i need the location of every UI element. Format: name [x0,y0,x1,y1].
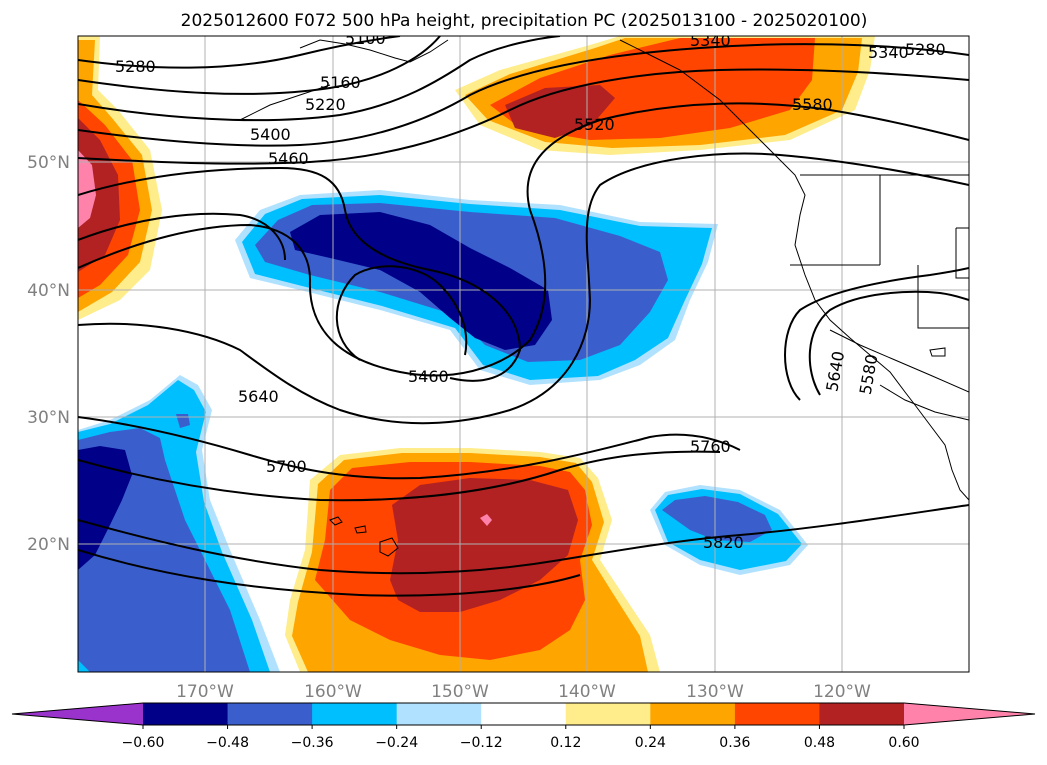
contour-label: 5580 [792,95,833,114]
colorbar-segment [312,703,398,725]
contour-label: 5280 [905,40,946,59]
lon-tick-label: 150°W [431,682,489,702]
colorbar-segment [481,703,567,725]
precip-neg-sw [78,446,132,570]
colorbar-tick-label: 0.36 [719,735,750,751]
colorbar: −0.60 −0.48 −0.36 −0.24 −0.12 0.12 0.24 0.36 0.4… [11,702,1036,751]
contour-label: 5220 [305,95,346,114]
lat-tick-label: 40°N [27,281,70,301]
contour-label: 5100 [345,29,386,48]
colorbar-tick-label: 0.24 [635,735,666,751]
colorbar-tick-label: −0.60 [122,735,165,751]
colorbar-segment [734,703,820,725]
lat-tick-label: 30°N [27,408,70,428]
lat-tick-label: 50°N [27,153,70,173]
lon-tick-label: 160°W [304,682,362,702]
contour-label: 5700 [266,457,307,476]
colorbar-tick-label: −0.24 [375,735,418,751]
coastlines [239,39,969,557]
colorbar-tick-label: 0.48 [804,735,835,751]
colorbar-segment [227,703,313,725]
contour-label: 5340 [868,43,909,62]
lat-tick-label: 20°N [27,535,70,555]
contour-label: 5460 [268,149,309,168]
contour-label: 5460 [408,367,449,386]
precip-neg-east [662,496,772,542]
precip-pos-left [78,150,96,228]
colorbar-segment [396,703,482,725]
contour-label: 5160 [320,73,361,92]
colorbar-tick-label: −0.12 [460,735,503,751]
colorbar-extend-low [12,703,143,725]
precip-pos-hawaii [390,478,578,612]
precip-pos-hawaii [480,514,492,526]
lon-tick-label: 120°W [813,682,871,702]
colorbar-tick-label: −0.36 [291,735,334,751]
lon-tick-label: 170°W [176,682,234,702]
colorbar-segment [565,703,651,725]
precip-pos-left [78,118,120,272]
colorbar-tick-label: 0.12 [550,735,581,751]
height-contours [78,36,969,597]
lon-tick-label: 140°W [558,682,616,702]
precip-shading [78,36,875,672]
colorbar-segment [819,703,905,725]
contour-label: 5520 [574,115,615,134]
graticule [78,36,969,672]
contour-label: 5760 [690,437,731,456]
contour-label: 5400 [250,125,291,144]
lat-ticks: 50°N 40°N 30°N 20°N [27,153,70,555]
contour-label: 5340 [690,31,731,50]
colorbar-segment [143,703,229,725]
precip-neg-central [290,212,552,350]
lon-ticks: 170°W 160°W 150°W 140°W 130°W 120°W [176,682,871,702]
map-border [77,35,970,673]
lon-tick-label: 130°W [686,682,744,702]
contour-label: 5280 [115,57,156,76]
contour-label: 5640 [238,387,279,406]
colorbar-tick-label: −0.48 [206,735,249,751]
colorbar-tick-label: 0.60 [888,735,919,751]
figure-title: 2025012600 F072 500 hPa height, precipit… [181,11,868,31]
contour-label: 5820 [703,533,744,552]
colorbar-extend-high [904,703,1035,725]
map-panel: 5100 5160 5220 5280 5340 5340 5280 5400 … [78,29,969,672]
colorbar-segment [650,703,736,725]
